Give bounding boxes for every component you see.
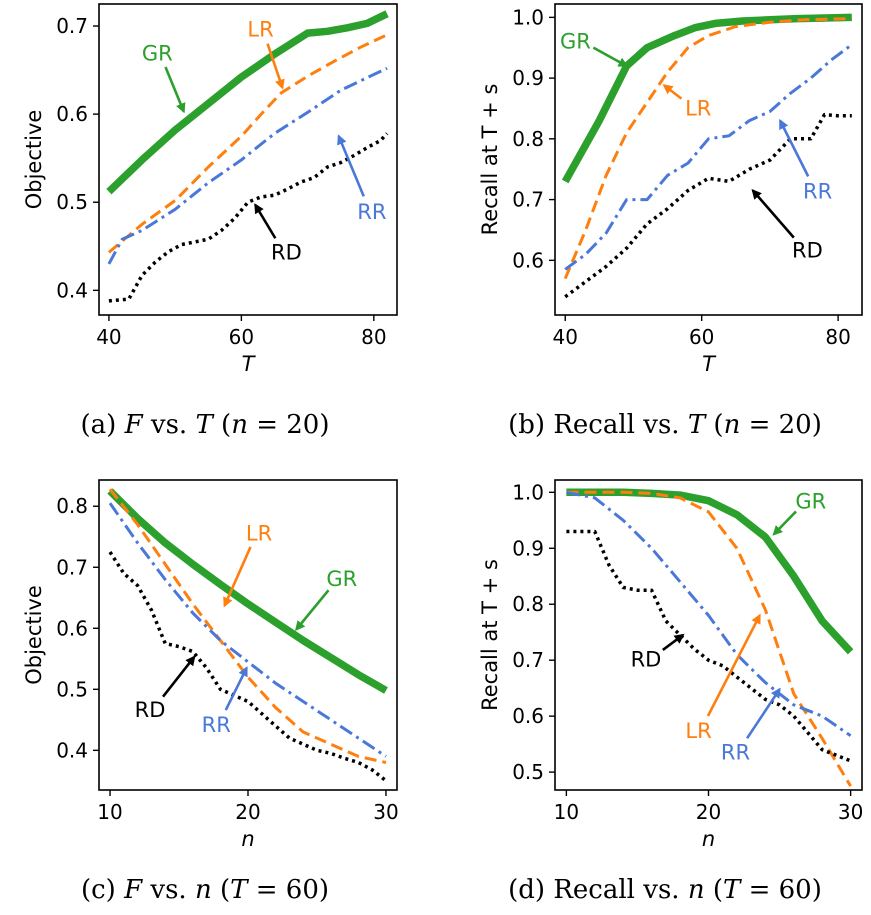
annotation-label-rr: RR xyxy=(202,713,231,737)
x-tick-label: 10 xyxy=(554,800,579,824)
annotation-arrow-rd xyxy=(751,188,795,239)
annotation-arrow-gr xyxy=(592,46,629,68)
chart-panel-d: 10 20 30 0.5 0.6 0.7 0.8 0.9 1.0 n Recall at T + s… xyxy=(478,479,863,905)
y-tick-label: 0.7 xyxy=(512,188,544,212)
series-line-rd xyxy=(564,112,852,299)
y-tick-label: 0.5 xyxy=(56,190,88,214)
x-tick-label: 30 xyxy=(373,800,398,824)
annotation-label-gr: GR xyxy=(560,29,591,53)
x-tick-label: 20 xyxy=(696,800,721,824)
y-tick-label: 0.6 xyxy=(56,102,88,126)
y-tick-label: 0.7 xyxy=(56,555,88,579)
annotation-arrow-rd xyxy=(161,655,196,698)
chart-panel-b: 40 60 80 0.6 0.7 0.8 0.9 1.0 T Recall at T + s GR L… xyxy=(478,3,863,440)
annotation-label-gr: GR xyxy=(326,567,357,591)
annotation-arrow-lr xyxy=(223,546,252,608)
x-tick-label: 60 xyxy=(229,325,254,349)
annotation-arrow-rr xyxy=(778,118,810,177)
series-line-gr xyxy=(107,488,388,694)
y-tick-label: 0.4 xyxy=(56,738,88,762)
y-axis-label: Objective xyxy=(22,585,46,685)
panel-caption: (c) F vs. n (T = 60) xyxy=(81,875,329,905)
annotation-arrow-lr xyxy=(266,43,285,90)
plot-area xyxy=(107,488,388,783)
y-tick-label: 0.5 xyxy=(56,677,88,701)
y-tick-label: 0.7 xyxy=(512,648,544,672)
annotation-arrow-gr xyxy=(295,589,330,632)
series-line-gr xyxy=(106,10,389,195)
annotation-label-rd: RD xyxy=(792,238,823,262)
x-tick-label: 20 xyxy=(235,800,260,824)
annotation-label-rd: RD xyxy=(631,648,662,672)
panel-caption: (a) F vs. T (n = 20) xyxy=(81,410,330,440)
y-tick-label: 0.5 xyxy=(512,760,544,784)
x-tick-label: 10 xyxy=(97,800,122,824)
series-line-rr xyxy=(564,43,853,271)
annotation-arrow-rr xyxy=(745,687,781,740)
x-tick-label: 80 xyxy=(825,325,850,349)
series-line-lr xyxy=(107,33,388,254)
series-line-rr xyxy=(566,490,852,737)
annotation-label-lr: LR xyxy=(685,96,711,120)
y-axis-label: Objective xyxy=(22,110,46,210)
x-axis-label: T xyxy=(702,352,717,376)
plot-area xyxy=(561,13,853,299)
annotation-arrow-lr xyxy=(706,613,761,717)
annotation-arrow-rr xyxy=(337,134,365,197)
annotation-label-gr: GR xyxy=(795,490,826,514)
y-tick-label: 0.8 xyxy=(56,494,88,518)
y-tick-label: 0.6 xyxy=(512,248,544,272)
annotation-label-lr: LR xyxy=(247,18,273,42)
series-line-rr xyxy=(107,66,388,265)
annotation-arrow-rr xyxy=(224,666,248,711)
panel-caption: (b) Recall vs. T (n = 20) xyxy=(508,410,822,440)
annotation-label-rr: RR xyxy=(721,740,750,764)
axes-frame xyxy=(554,3,863,316)
y-tick-label: 0.6 xyxy=(512,704,544,728)
annotation-label-lr: LR xyxy=(685,719,711,743)
y-tick-label: 0.4 xyxy=(56,278,88,302)
series-line-rd xyxy=(108,551,388,783)
series-line-rd xyxy=(566,529,852,763)
y-tick-label: 1.0 xyxy=(512,480,544,504)
annotation-label-lr: LR xyxy=(246,521,272,545)
y-axis-label: Recall at T + s xyxy=(478,84,502,236)
series-line-lr xyxy=(563,17,852,280)
annotation-arrow-lr xyxy=(662,84,683,100)
y-tick-label: 0.8 xyxy=(512,127,544,151)
annotation-arrow-gr xyxy=(164,66,186,114)
x-axis-label: n xyxy=(241,827,254,851)
y-tick-label: 0.7 xyxy=(56,14,88,38)
annotation-arrow-rd xyxy=(662,633,685,651)
annotation-arrow-gr xyxy=(772,510,797,536)
y-tick-label: 0.8 xyxy=(512,592,544,616)
annotation-label-rd: RD xyxy=(135,698,166,722)
y-tick-label: 0.9 xyxy=(512,66,544,90)
x-tick-label: 60 xyxy=(689,325,714,349)
annotation-label-rr: RR xyxy=(803,179,832,203)
annotation-label-gr: GR xyxy=(142,41,173,65)
axes-frame xyxy=(98,3,398,316)
annotation-arrow-rd xyxy=(254,203,277,239)
plot-area xyxy=(566,488,854,787)
y-tick-label: 1.0 xyxy=(512,5,544,29)
x-tick-label: 40 xyxy=(96,325,121,349)
annotation-label-rr: RR xyxy=(357,200,386,224)
series-line-gr xyxy=(566,488,854,655)
y-axis-label: Recall at T + s xyxy=(478,559,502,711)
annotation-label-rd: RD xyxy=(271,241,302,265)
x-tick-label: 40 xyxy=(553,325,578,349)
chart-panel-c: 10 20 30 0.4 0.5 0.6 0.7 0.8 n Objective GR LR RR RD (… xyxy=(22,479,399,905)
series-line-lr xyxy=(108,488,387,764)
x-tick-label: 30 xyxy=(838,800,863,824)
panel-caption: (d) Recall vs. n (T = 60) xyxy=(508,875,822,905)
x-axis-label: n xyxy=(702,827,715,851)
x-axis-label: T xyxy=(242,352,257,376)
x-tick-label: 80 xyxy=(361,325,386,349)
y-tick-label: 0.9 xyxy=(512,536,544,560)
chart-panel-a: 40 60 80 0.4 0.5 0.6 0.7 T Objective GR LR RR RD (a) … xyxy=(22,3,398,440)
y-tick-label: 0.6 xyxy=(56,616,88,640)
